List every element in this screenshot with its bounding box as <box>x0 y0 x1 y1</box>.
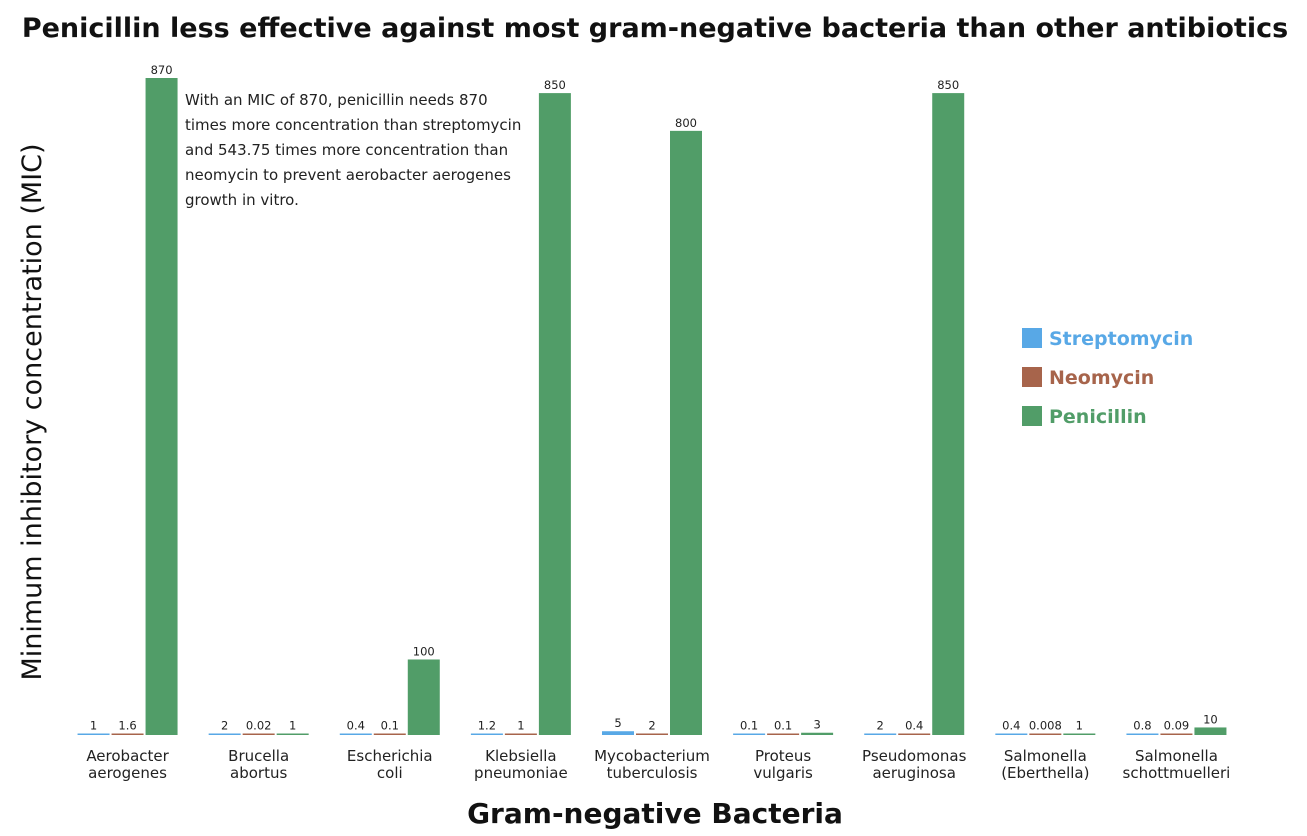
bar-penicillin-4[interactable] <box>670 130 702 736</box>
x-axis-title: Gram-negative Bacteria <box>467 797 843 830</box>
data-label-penicillin-7: 1 <box>1076 719 1083 733</box>
x-tick-label: aeruginosa <box>872 764 955 782</box>
bar-neomycin-5[interactable] <box>767 733 800 736</box>
bar-neomycin-2[interactable] <box>373 733 406 736</box>
annotation-line: times more concentration than streptomyc… <box>185 116 521 134</box>
bar-neomycin-8[interactable] <box>1160 733 1193 736</box>
bar-streptomycin-4[interactable] <box>602 731 634 735</box>
bar-neomycin-1[interactable] <box>242 733 275 736</box>
data-label-streptomycin-7: 0.4 <box>1002 719 1020 733</box>
data-label-streptomycin-8: 0.8 <box>1133 719 1151 733</box>
annotation: With an MIC of 870, penicillin needs 870… <box>185 91 521 209</box>
bar-streptomycin-7[interactable] <box>995 733 1028 736</box>
bar-penicillin-1[interactable] <box>276 733 309 736</box>
data-label-streptomycin-5: 0.1 <box>740 719 758 733</box>
bar-streptomycin-0[interactable] <box>77 733 110 736</box>
bar-neomycin-6[interactable] <box>898 733 931 736</box>
bar-neomycin-0[interactable] <box>111 733 144 736</box>
data-label-neomycin-0: 1.6 <box>118 719 136 733</box>
bar-neomycin-4[interactable] <box>636 733 668 735</box>
x-tick-label: abortus <box>230 764 287 782</box>
x-tick-label: Aerobacter <box>86 747 169 765</box>
data-label-neomycin-6: 0.4 <box>905 719 923 733</box>
bar-penicillin-5[interactable] <box>801 732 834 735</box>
data-label-neomycin-2: 0.1 <box>381 719 399 733</box>
x-tick-label: Salmonella <box>1004 747 1087 765</box>
legend-label-streptomycin[interactable]: Streptomycin <box>1049 328 1193 350</box>
data-label-penicillin-4: 800 <box>675 116 697 130</box>
x-tick-label: Escherichia <box>347 747 433 765</box>
bar-penicillin-7[interactable] <box>1063 733 1096 736</box>
x-tick-label: Brucella <box>228 747 289 765</box>
x-tick-label: (Eberthella) <box>1001 764 1089 782</box>
x-tick-label: coli <box>377 764 403 782</box>
x-tick-label: Pseudomonas <box>862 747 967 765</box>
data-label-streptomycin-6: 2 <box>877 718 884 732</box>
annotation-line: With an MIC of 870, penicillin needs 870 <box>185 91 488 109</box>
chart-title: Penicillin less effective against most g… <box>22 13 1288 44</box>
data-label-penicillin-8: 10 <box>1203 712 1218 726</box>
legend-label-penicillin[interactable]: Penicillin <box>1049 406 1147 428</box>
data-label-neomycin-8: 0.09 <box>1164 719 1190 733</box>
x-tick-label: vulgaris <box>753 764 813 782</box>
bar-streptomycin-1[interactable] <box>208 733 241 735</box>
data-label-neomycin-5: 0.1 <box>774 719 792 733</box>
x-tick-label: schottmuelleri <box>1123 764 1231 782</box>
x-tick-label: Proteus <box>755 747 811 765</box>
bar-neomycin-7[interactable] <box>1029 733 1062 736</box>
legend-swatch-streptomycin[interactable] <box>1022 328 1042 348</box>
annotation-line: and 543.75 times more concentration than <box>185 141 508 159</box>
bar-penicillin-8[interactable] <box>1194 727 1227 735</box>
data-label-streptomycin-3: 1.2 <box>478 719 496 733</box>
x-tick-label: Salmonella <box>1135 747 1218 765</box>
legend-swatch-neomycin[interactable] <box>1022 367 1042 387</box>
data-label-neomycin-1: 0.02 <box>246 719 272 733</box>
data-label-penicillin-1: 1 <box>289 719 296 733</box>
data-label-streptomycin-2: 0.4 <box>347 719 365 733</box>
x-tick-label: pneumoniae <box>474 764 568 782</box>
annotation-line: growth in vitro. <box>185 191 299 209</box>
data-label-penicillin-0: 870 <box>151 63 173 77</box>
data-label-penicillin-3: 850 <box>544 78 566 92</box>
bar-streptomycin-2[interactable] <box>339 733 372 736</box>
bar-streptomycin-5[interactable] <box>733 733 766 736</box>
bar-streptomycin-6[interactable] <box>864 733 897 735</box>
data-label-neomycin-7: 0.008 <box>1029 719 1062 733</box>
legend-swatch-penicillin[interactable] <box>1022 406 1042 426</box>
legend-label-neomycin[interactable]: Neomycin <box>1049 367 1154 389</box>
data-label-streptomycin-4: 5 <box>614 716 621 730</box>
x-tick-label: Mycobacterium <box>594 747 710 765</box>
x-tick-label: tuberculosis <box>607 764 698 782</box>
data-label-neomycin-4: 2 <box>648 718 655 732</box>
bar-penicillin-2[interactable] <box>407 659 440 735</box>
x-tick-label: Klebsiella <box>485 747 557 765</box>
bar-penicillin-3[interactable] <box>538 93 571 735</box>
data-label-penicillin-5: 3 <box>813 718 820 732</box>
y-axis-title: Minimum inhibitory concentration (MIC) <box>17 143 48 680</box>
data-label-penicillin-6: 850 <box>937 78 959 92</box>
bar-streptomycin-8[interactable] <box>1126 733 1159 736</box>
data-label-penicillin-2: 100 <box>413 644 435 658</box>
data-label-streptomycin-1: 2 <box>221 718 228 732</box>
bar-streptomycin-3[interactable] <box>470 733 503 736</box>
data-label-neomycin-3: 1 <box>517 719 524 733</box>
bar-penicillin-0[interactable] <box>145 78 178 735</box>
bar-neomycin-3[interactable] <box>504 733 537 736</box>
bar-penicillin-6[interactable] <box>932 93 965 735</box>
legend[interactable]: Streptomycin Neomycin Penicillin <box>1022 328 1193 428</box>
data-label-streptomycin-0: 1 <box>90 719 97 733</box>
x-tick-label: aerogenes <box>88 764 167 782</box>
annotation-line: neomycin to prevent aerobacter aerogenes <box>185 166 511 184</box>
